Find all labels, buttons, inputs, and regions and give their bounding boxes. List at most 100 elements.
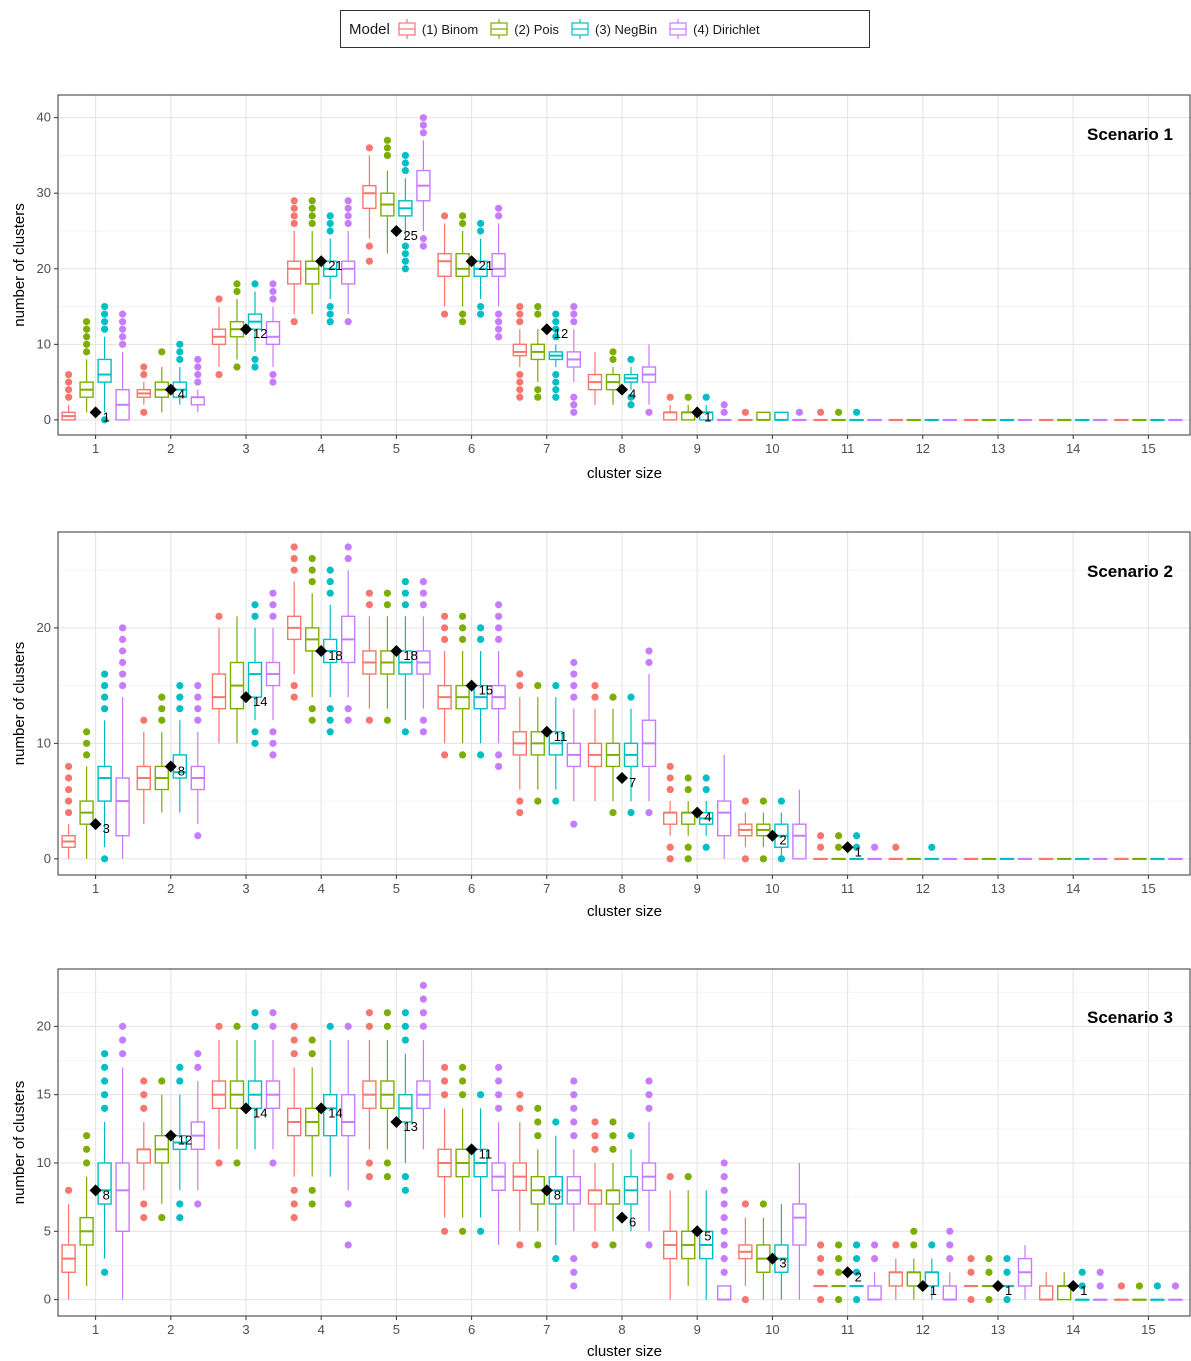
outlier-point: [570, 302, 578, 311]
outlier-point: [194, 378, 202, 386]
observed-label: 21: [328, 258, 342, 273]
outlier-point: [383, 151, 391, 160]
observed-diamond: [465, 1143, 478, 1156]
outlier-point: [459, 751, 467, 759]
outlier-point: [835, 843, 843, 851]
x-tick-label: 7: [543, 881, 550, 896]
outlier-point: [570, 408, 578, 416]
outlier-point: [65, 785, 73, 794]
outlier-point: [401, 578, 409, 586]
observed-diamond: [540, 1184, 553, 1197]
y-tick-label: 0: [44, 412, 51, 427]
box-body: [867, 1285, 882, 1301]
box-body: [1056, 1285, 1072, 1301]
outlier-point: [344, 204, 352, 212]
observed-label: 8: [178, 763, 185, 778]
outlier-point: [702, 393, 710, 401]
outlier-point: [365, 716, 373, 724]
outlier-point: [552, 318, 560, 326]
outlier-point: [119, 681, 127, 690]
outlier-point: [344, 554, 352, 563]
outlier-point: [720, 408, 728, 416]
outlier-point: [853, 1255, 861, 1263]
outlier-point: [570, 1132, 578, 1140]
outlier-point: [835, 408, 843, 416]
outlier-point: [609, 693, 617, 701]
outlier-point: [534, 1118, 542, 1126]
outlier-point: [290, 554, 298, 563]
y-tick-label: 40: [37, 110, 51, 125]
x-tick-label: 12: [916, 881, 930, 896]
x-tick-label: 10: [765, 1322, 779, 1337]
legend-label-negbin: (3) NegBin: [595, 21, 658, 37]
x-tick-label: 11: [841, 1322, 855, 1337]
y-tick-label: 10: [37, 336, 51, 351]
observed-diamond: [766, 829, 779, 842]
box-body: [491, 252, 506, 278]
outlier-point: [365, 1009, 373, 1017]
observed-diamond: [465, 255, 478, 268]
y-tick-label: 5: [44, 1223, 51, 1238]
outlier-point: [308, 716, 316, 724]
panel-border: [57, 968, 1191, 1317]
legend-item-negbin: (3) NegBin: [569, 18, 657, 40]
outlier-point: [591, 1241, 599, 1249]
outlier-point: [645, 1104, 653, 1112]
outlier-point: [477, 1091, 485, 1099]
outlier-point: [1117, 1282, 1125, 1290]
outlier-point: [985, 1268, 993, 1276]
x-tick-label: 9: [694, 441, 701, 456]
outlier-point: [269, 1159, 277, 1167]
outlier-point: [666, 762, 674, 771]
outlier-point: [251, 612, 259, 620]
outlier-point: [419, 589, 427, 597]
outlier-point: [83, 333, 91, 341]
x-tick-label: 6: [468, 441, 475, 456]
box-body: [305, 260, 320, 285]
outlier-point: [176, 348, 184, 356]
x-tick-label: 5: [393, 1322, 400, 1337]
outlier-point: [119, 658, 127, 667]
box-body: [792, 1203, 807, 1246]
observed-label: 8: [103, 1187, 110, 1202]
outlier-point: [570, 1091, 578, 1099]
outlier-point: [365, 1159, 373, 1167]
x-tick-label: 1: [92, 441, 99, 456]
observed-label: 12: [253, 326, 267, 341]
x-tick-label: 11: [841, 441, 855, 456]
outlier-point: [83, 739, 91, 747]
observed-label: 11: [554, 729, 568, 744]
outlier-point: [158, 348, 166, 356]
y-tick-label: 30: [37, 185, 51, 200]
outlier-point: [570, 1268, 578, 1276]
outlier-point: [140, 1200, 148, 1208]
outlier-point: [83, 318, 91, 326]
outlier-point: [853, 1268, 861, 1276]
box-body: [774, 411, 789, 421]
x-tick-label: 13: [991, 881, 1005, 896]
panel-title: Scenario 1: [1087, 125, 1173, 144]
box-body: [437, 252, 452, 278]
outlier-point: [702, 843, 710, 851]
outlier-point: [233, 287, 241, 296]
outlier-point: [119, 670, 127, 678]
outlier-point: [326, 589, 334, 597]
outlier-point: [1003, 1268, 1011, 1276]
x-tick-label: 15: [1141, 881, 1155, 896]
outlier-point: [835, 1255, 843, 1263]
outlier-point: [666, 774, 674, 782]
observed-diamond: [465, 679, 478, 692]
y-axis-label: number of clusters: [11, 203, 28, 326]
outlier-point: [684, 855, 692, 863]
observed-diamond: [240, 1102, 252, 1115]
outlier-point: [817, 1241, 825, 1249]
observed-diamond: [164, 760, 177, 773]
outlier-point: [194, 681, 202, 690]
observed-diamond: [240, 323, 252, 336]
observed-label: 1: [103, 409, 110, 424]
outlier-point: [495, 601, 503, 609]
legend-key-negbin: [571, 19, 589, 39]
outlier-point: [495, 310, 503, 318]
outlier-point: [251, 728, 259, 736]
legend-key-dirichlet: [669, 19, 687, 39]
